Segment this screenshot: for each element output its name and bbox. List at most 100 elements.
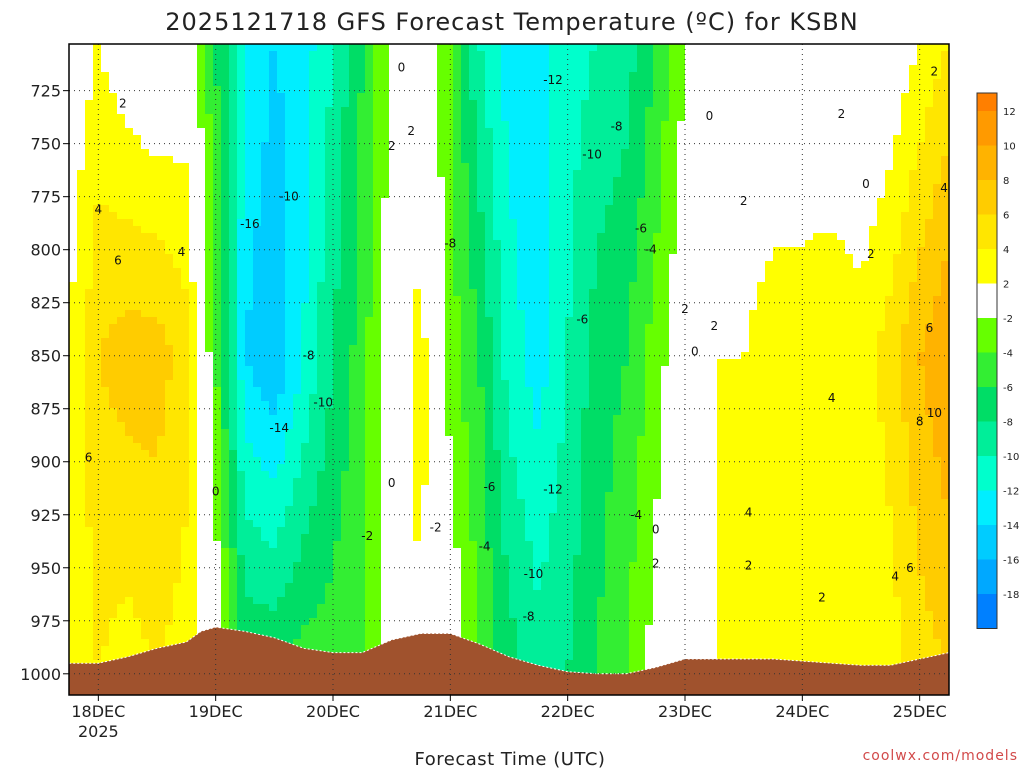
temperature-cell <box>261 79 270 87</box>
temperature-cell <box>85 366 94 374</box>
temperature-cell <box>117 611 126 619</box>
temperature-cell <box>117 282 126 290</box>
temperature-cell <box>341 611 350 619</box>
temperature-cell <box>349 338 358 346</box>
temperature-cell <box>197 555 206 563</box>
temperature-cell <box>109 604 118 612</box>
temperature-cell <box>437 478 446 486</box>
temperature-cell <box>229 177 238 185</box>
temperature-cell <box>189 555 198 563</box>
temperature-cell <box>445 541 454 549</box>
temperature-cell <box>365 65 374 73</box>
temperature-cell <box>85 289 94 297</box>
temperature-cell <box>357 618 366 626</box>
temperature-cell <box>205 422 214 430</box>
temperature-cell <box>189 527 198 535</box>
temperature-cell <box>493 310 502 318</box>
temperature-cell <box>333 310 342 318</box>
temperature-cell <box>69 72 78 80</box>
temperature-cell <box>173 401 182 409</box>
temperature-cell <box>325 198 334 206</box>
temperature-cell <box>325 331 334 339</box>
temperature-cell <box>301 289 310 297</box>
temperature-cell <box>125 100 134 108</box>
temperature-cell <box>485 72 494 80</box>
temperature-cell <box>101 310 110 318</box>
temperature-cell <box>125 275 134 283</box>
temperature-cell <box>229 184 238 192</box>
temperature-cell <box>325 191 334 199</box>
temperature-cell <box>229 625 238 633</box>
temperature-cell <box>85 44 94 52</box>
temperature-cell <box>85 114 94 122</box>
temperature-cell <box>93 506 102 514</box>
temperature-cell <box>381 590 390 598</box>
temperature-cell <box>477 401 486 409</box>
temperature-cell <box>349 569 358 577</box>
temperature-cell <box>301 352 310 360</box>
temperature-cell <box>229 611 238 619</box>
temperature-cell <box>485 275 494 283</box>
temperature-cell <box>77 275 86 283</box>
temperature-cell <box>421 324 430 332</box>
temperature-cell <box>421 464 430 472</box>
temperature-cell <box>445 65 454 73</box>
temperature-cell <box>133 436 142 444</box>
temperature-cell <box>237 212 246 220</box>
temperature-cell <box>309 485 318 493</box>
temperature-cell <box>493 359 502 367</box>
temperature-cell <box>213 338 222 346</box>
temperature-cell <box>69 485 78 493</box>
temperature-cell <box>485 548 494 556</box>
temperature-cell <box>245 555 254 563</box>
temperature-cell <box>317 163 326 171</box>
temperature-cell <box>397 506 406 514</box>
temperature-cell <box>85 275 94 283</box>
temperature-cell <box>325 121 334 129</box>
temperature-cell <box>341 506 350 514</box>
temperature-cell <box>213 268 222 276</box>
temperature-cell <box>253 366 262 374</box>
temperature-cell <box>133 373 142 381</box>
temperature-cell <box>229 373 238 381</box>
temperature-cell <box>421 135 430 143</box>
temperature-cell <box>333 156 342 164</box>
temperature-cell <box>101 555 110 563</box>
temperature-cell <box>421 618 430 626</box>
temperature-cell <box>405 191 414 199</box>
temperature-cell <box>381 135 390 143</box>
temperature-cell <box>445 597 454 605</box>
temperature-cell <box>333 520 342 528</box>
temperature-cell <box>413 485 422 493</box>
temperature-cell <box>245 394 254 402</box>
temperature-cell <box>269 555 278 563</box>
temperature-cell <box>109 100 118 108</box>
temperature-cell <box>437 205 446 213</box>
temperature-cell <box>493 79 502 87</box>
temperature-cell <box>445 247 454 255</box>
temperature-cell <box>317 289 326 297</box>
temperature-cell <box>165 548 174 556</box>
temperature-cell <box>461 401 470 409</box>
temperature-cell <box>189 233 198 241</box>
temperature-cell <box>429 128 438 136</box>
temperature-cell <box>197 324 206 332</box>
temperature-cell <box>125 261 134 269</box>
temperature-cell <box>397 121 406 129</box>
temperature-cell <box>261 114 270 122</box>
temperature-cell <box>429 359 438 367</box>
temperature-cell <box>317 338 326 346</box>
temperature-cell <box>189 142 198 150</box>
temperature-cell <box>165 156 174 164</box>
temperature-cell <box>93 296 102 304</box>
temperature-cell <box>253 324 262 332</box>
temperature-cell <box>77 240 86 248</box>
temperature-cell <box>141 268 150 276</box>
temperature-cell <box>293 44 302 52</box>
temperature-cell <box>325 590 334 598</box>
temperature-cell <box>149 443 158 451</box>
temperature-cell <box>157 590 166 598</box>
temperature-cell <box>181 324 190 332</box>
temperature-cell <box>277 170 286 178</box>
temperature-cell <box>285 415 294 423</box>
